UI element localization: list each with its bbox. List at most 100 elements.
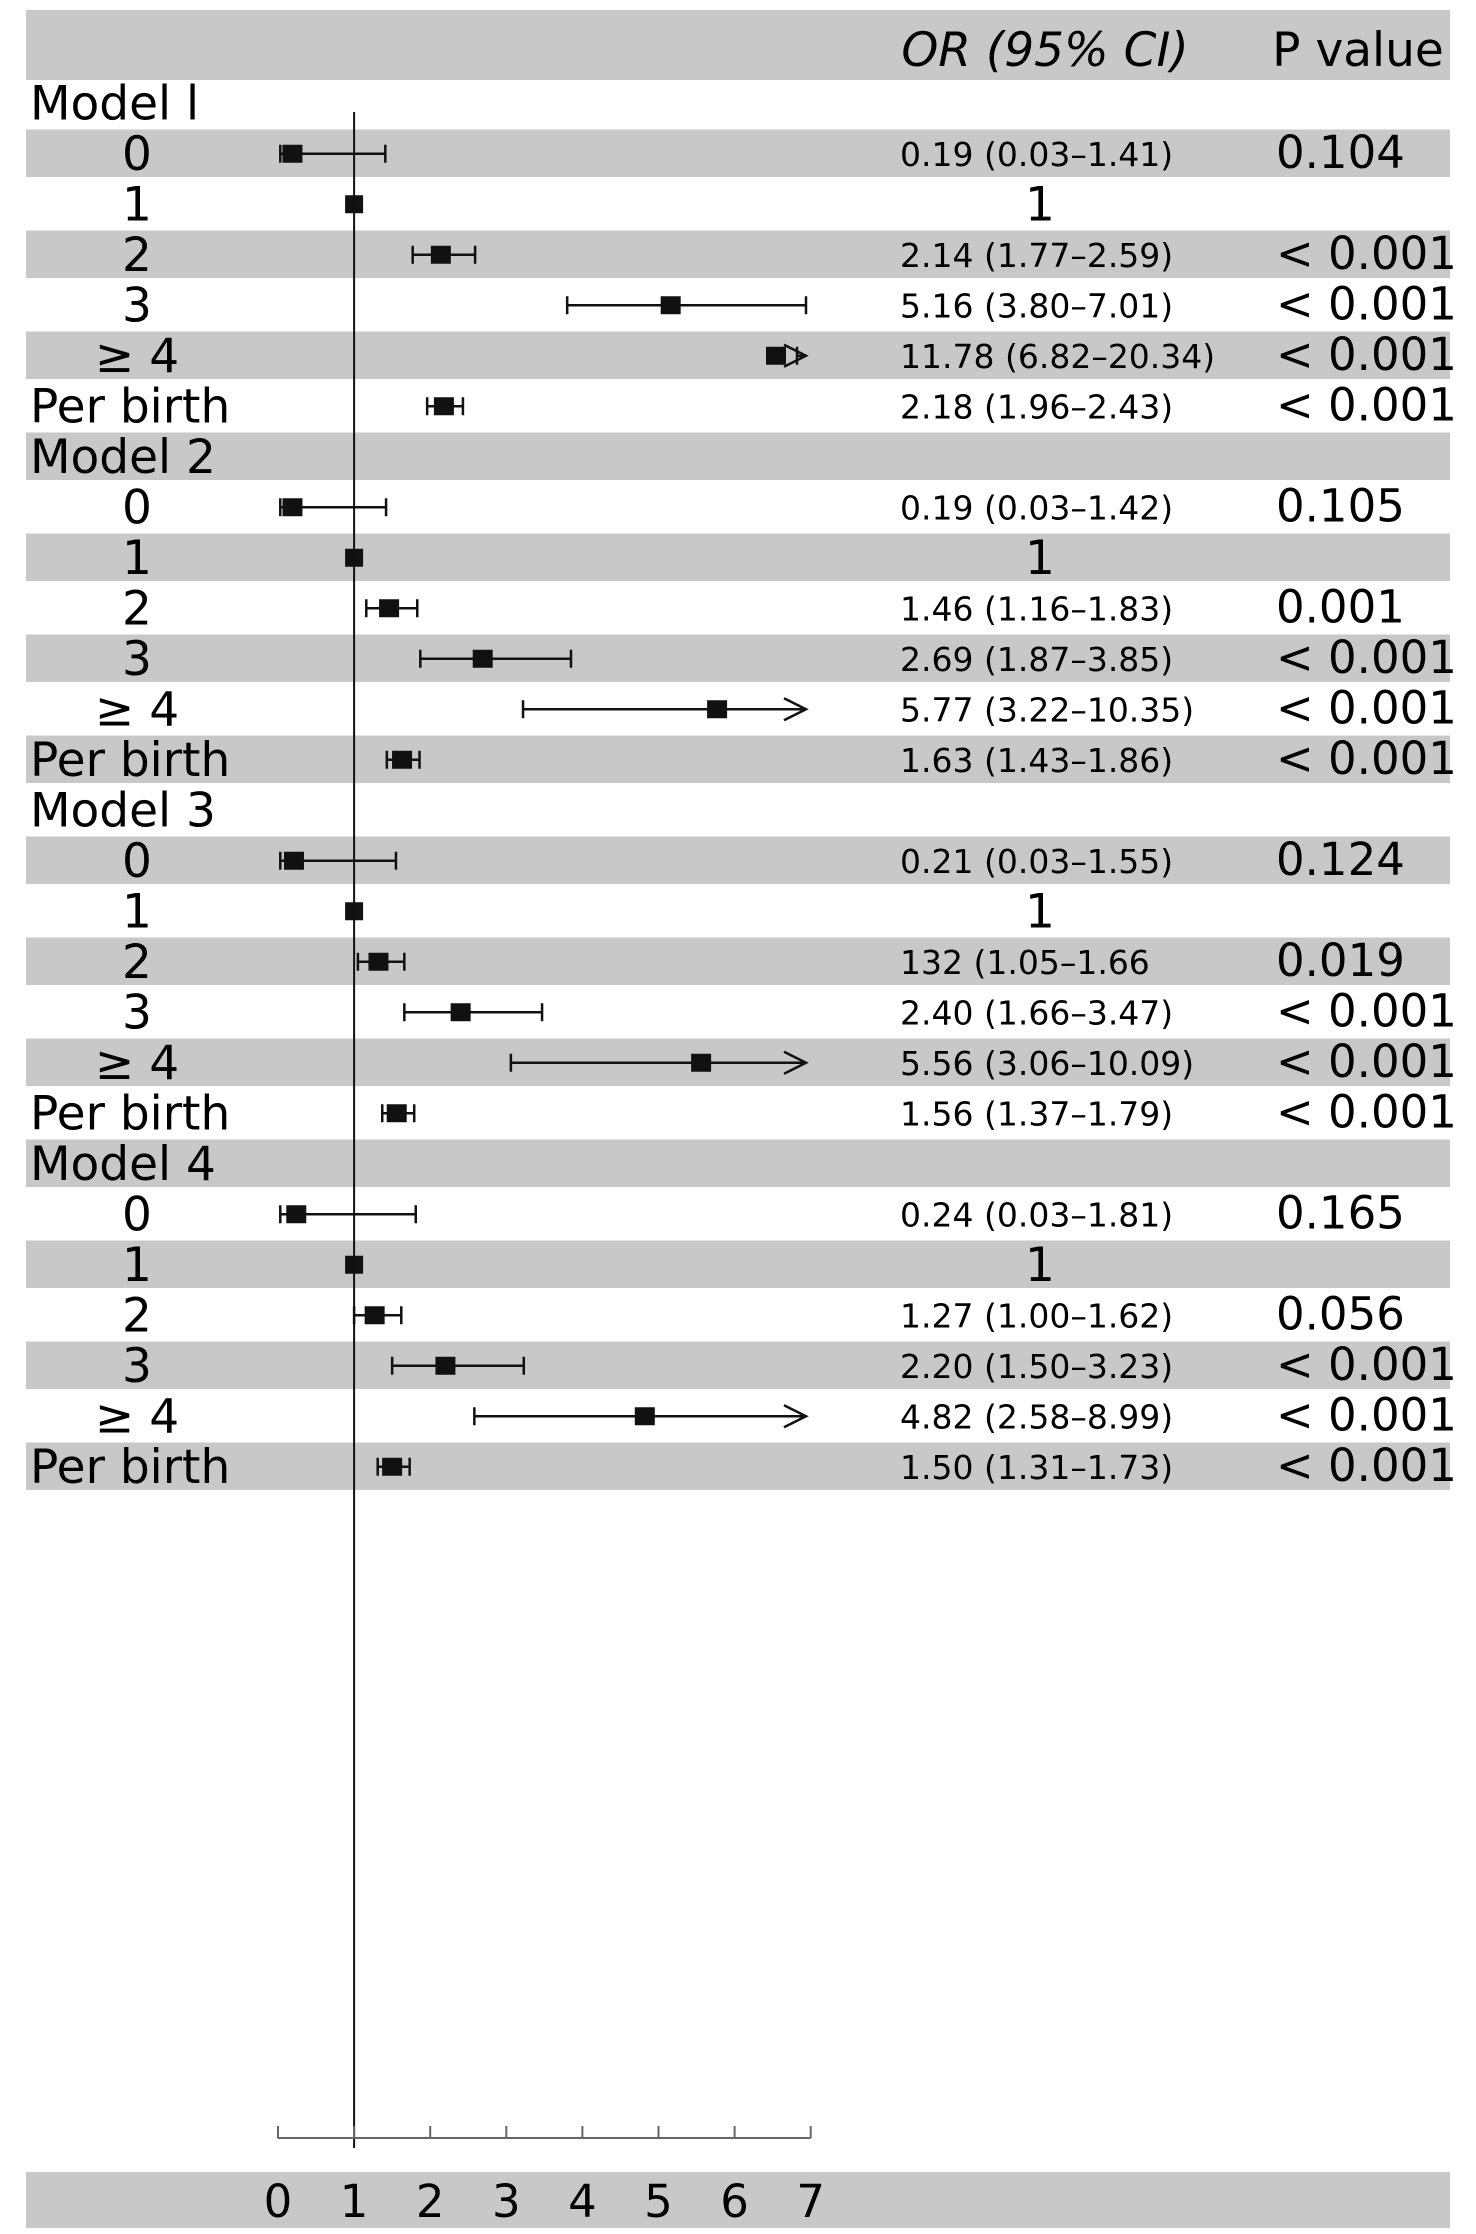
axis-tick-label: 4 [568,2175,597,2228]
or-ci-text: 1.56 (1.37–1.79) [900,1094,1173,1133]
or-ci-text: 2.18 (1.96–2.43) [900,387,1173,426]
or-ci-text: 1.27 (1.00–1.62) [900,1296,1173,1335]
ci-arrow-head [783,1404,809,1429]
p-value: 0.056 [1276,1287,1405,1340]
row-label: 1 [122,531,152,586]
ci-arrow-head [783,1050,809,1075]
or-ci-text: 1.63 (1.43–1.86) [900,741,1173,780]
or-ci-text: 5.16 (3.80–7.01) [900,286,1173,325]
or-ci-text: 0.21 (0.03–1.55) [900,842,1173,881]
row-band [26,432,1450,480]
point-estimate [386,1104,407,1123]
point-estimate [634,1407,655,1426]
or-value: 1 [1025,1238,1055,1293]
or-value: 1 [1025,531,1055,586]
row-label: 3 [122,278,152,333]
row-band [26,634,1450,682]
or-value: 1 [1025,884,1055,939]
p-value: < 0.001 [1276,1338,1457,1391]
axis-tick-label: 6 [720,2175,749,2228]
or-ci-text: 0.24 (0.03–1.81) [900,1195,1173,1234]
row-label: 1 [122,177,152,232]
p-value: < 0.001 [1276,681,1457,734]
table-header: OR (95% CI) P value [901,23,1444,78]
row-label: 2 [122,1288,152,1343]
row-label: 3 [122,1339,152,1394]
or-ci-text: 2.40 (1.66–3.47) [900,993,1173,1032]
header-band [26,10,1450,80]
p-value: 0.104 [1276,126,1405,179]
point-estimate [691,1053,712,1072]
or-ci-text: 1.46 (1.16–1.83) [900,589,1173,628]
row-label: 0 [122,480,152,535]
axis-tick-label: 7 [796,2175,825,2228]
point-estimate [282,144,303,163]
axis-band [26,2172,1450,2228]
ci-arrow-head [783,697,809,722]
model-label: Model l [30,76,199,131]
row-band [26,1240,1450,1288]
p-value: < 0.001 [1276,732,1457,785]
or-ci-text: 11.78 (6.82–20.34) [900,337,1215,376]
or-ci-text: 0.19 (0.03–1.42) [900,488,1173,527]
row-band [26,1139,1450,1187]
or-ci-text: 2.14 (1.77–2.59) [900,236,1173,275]
row-band [26,1442,1450,1490]
or-ci-text: 5.77 (3.22–10.35) [900,690,1194,729]
p-value: 0.001 [1276,580,1405,633]
point-estimate [660,296,681,315]
row-bands [26,10,1450,1490]
point-estimate [364,1306,385,1325]
row-label: Per birth [30,1440,230,1495]
or-ci-text: 2.69 (1.87–3.85) [900,640,1173,679]
p-value: < 0.001 [1276,227,1457,280]
axis-tick-label: 3 [492,2175,521,2228]
or-value: 1 [1025,177,1055,232]
row-band [26,533,1450,581]
row-label: 2 [122,228,152,283]
point-estimate [282,498,303,517]
row-label: ≥ 4 [95,1389,179,1444]
point-estimate [433,397,454,416]
point-estimate [430,245,451,264]
point-estimate [382,1457,403,1476]
or-ci-text: 132 (1.05–1.66 [900,943,1150,982]
row-label: 0 [122,1187,152,1242]
model-label: Model 2 [30,430,216,485]
row-band [26,937,1450,985]
row-label: 0 [122,834,152,889]
row-band [26,129,1450,177]
p-value: < 0.001 [1276,984,1457,1037]
or-ci-header: OR (95% CI) [901,23,1188,78]
p-value: 0.165 [1276,1186,1405,1239]
p-value: 0.124 [1276,833,1405,886]
p-value: < 0.001 [1276,277,1457,330]
or-ci-text: 0.19 (0.03–1.41) [900,135,1173,174]
row-band [26,230,1450,278]
p-value: < 0.001 [1276,1085,1457,1138]
axis-tick-label: 5 [644,2175,673,2228]
p-value: 0.105 [1276,479,1405,532]
p-value: < 0.001 [1276,1388,1457,1441]
p-value: 0.019 [1276,934,1405,987]
row-label: ≥ 4 [95,329,179,384]
p-value: < 0.001 [1276,378,1457,431]
p-value-header: P value [1272,23,1444,78]
point-estimate [435,1356,456,1375]
axis-tick-label: 0 [264,2175,293,2228]
row-label: 2 [122,581,152,636]
row-band [26,1341,1450,1389]
row-label: Per birth [30,733,230,788]
row-band [26,735,1450,783]
point-estimate [707,700,728,719]
point-estimate [283,851,304,870]
point-estimate [766,346,786,365]
row-label: 3 [122,985,152,1040]
point-estimate [286,1205,307,1224]
point-estimate [392,750,413,769]
row-label: 0 [122,127,152,182]
row-label: 1 [122,884,152,939]
